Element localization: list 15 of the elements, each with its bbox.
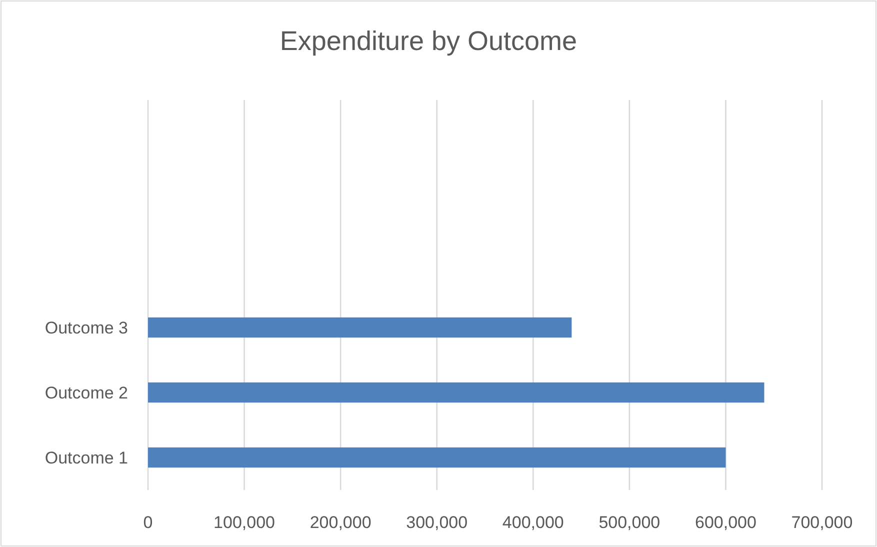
bar: [148, 317, 572, 338]
x-tick-label: 100,000: [214, 512, 276, 532]
y-tick-label: Outcome 2: [44, 383, 128, 402]
x-tick-label: 500,000: [598, 512, 660, 532]
chart-title: Expenditure by Outcome: [280, 26, 578, 56]
x-tick-label: 700,000: [791, 512, 853, 532]
x-tick-label: 600,000: [694, 512, 756, 532]
x-tick-label: 0: [143, 512, 153, 532]
y-tick-label: Outcome 3: [44, 318, 128, 338]
bar: [148, 382, 764, 403]
x-tick-label: 200,000: [310, 512, 372, 532]
y-tick-label: Outcome 1: [44, 448, 128, 468]
x-tick-label: 300,000: [406, 512, 468, 532]
x-tick-label: 400,000: [502, 512, 564, 532]
bar: [148, 447, 726, 468]
